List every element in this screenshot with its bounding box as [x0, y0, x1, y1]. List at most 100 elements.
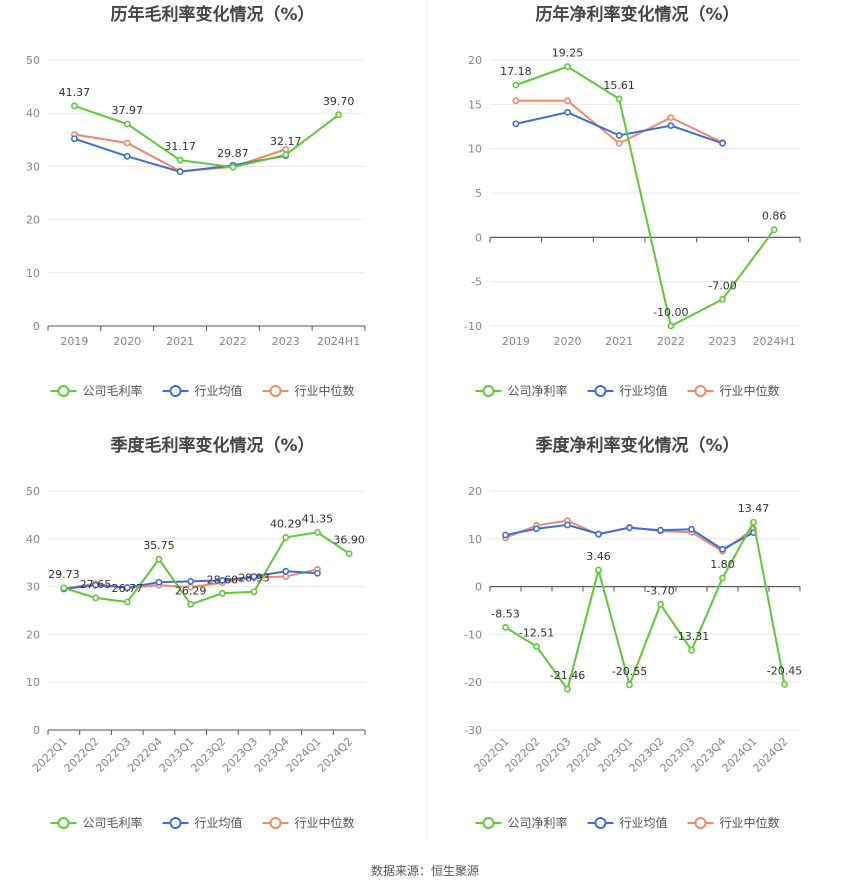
data-label: -3.70	[646, 584, 674, 597]
legend-item: 行业中位数	[687, 815, 780, 830]
y-tick-label: -10	[464, 628, 482, 641]
data-label: -7.00	[708, 279, 736, 292]
legend: 公司毛利率 行业均值 行业中位数	[50, 383, 355, 398]
data-point	[595, 566, 602, 574]
legend-item: 行业中位数	[262, 815, 355, 830]
y-tick-label: 0	[33, 320, 40, 333]
legend-marker	[482, 385, 495, 397]
data-point	[229, 163, 237, 171]
data-label: 26.77	[112, 582, 144, 595]
legend-label: 行业均值	[620, 383, 668, 398]
y-tick-label: 20	[468, 54, 482, 67]
data-label: 28.93	[238, 572, 270, 585]
y-tick-label: 50	[26, 54, 40, 67]
data-point	[533, 525, 540, 533]
legend-label: 行业中位数	[295, 383, 355, 398]
data-point	[187, 600, 195, 608]
y-tick-label: 10	[468, 533, 482, 546]
legend-marker	[269, 385, 282, 397]
data-point	[781, 680, 788, 688]
data-point	[176, 168, 184, 176]
legend-label: 公司毛利率	[83, 383, 143, 398]
legend-marker	[694, 385, 707, 397]
chart-svg: 季度毛利率变化情况（%）010203040502022Q12022Q22022Q…	[26, 435, 366, 830]
legend: 公司净利率 行业均值 行业中位数	[475, 383, 780, 398]
x-tick-label: 2023	[709, 335, 737, 348]
data-point	[92, 581, 99, 589]
data-point	[564, 108, 571, 116]
data-point	[502, 531, 509, 539]
data-point	[155, 555, 163, 563]
legend-marker	[594, 385, 607, 397]
legend-label: 行业均值	[620, 815, 668, 830]
legend-item: 行业均值	[587, 383, 668, 398]
annual-net-margin-chart: 历年净利率变化情况（%） -10 -5 0 5 10 15 20 2019 2020 2021 202…	[425, 0, 850, 410]
data-point	[657, 526, 664, 534]
chart-svg: 历年毛利率变化情况（%） 0 10 20 30 40 50 2019 2020 2021 2022 2…	[26, 4, 366, 398]
legend-marker	[269, 817, 282, 829]
legend-item: 行业均值	[162, 383, 243, 398]
legend-label: 公司净利率	[508, 383, 568, 398]
data-point	[719, 295, 726, 303]
data-label: 28.60	[207, 573, 239, 586]
data-point	[123, 598, 131, 606]
data-point	[282, 534, 290, 541]
data-point	[314, 528, 321, 536]
data-label: 36.90	[333, 534, 365, 547]
legend-marker	[594, 817, 607, 829]
data-point	[626, 681, 633, 689]
series-line	[74, 104, 340, 169]
data-point	[615, 139, 623, 147]
data-point	[667, 114, 675, 122]
data-point	[564, 685, 571, 693]
y-tick-label: 15	[468, 98, 482, 111]
data-label: 40.29	[270, 517, 302, 530]
data-label: 29.73	[48, 568, 80, 581]
data-point	[512, 120, 520, 128]
legend-label: 行业均值	[195, 815, 243, 830]
data-label: 3.46	[586, 550, 611, 563]
legend: 公司毛利率 行业均值 行业中位数	[50, 815, 355, 830]
y-tick-label: 40	[26, 533, 40, 546]
legend-marker	[169, 385, 182, 397]
data-point	[564, 97, 571, 105]
chart-svg: 季度净利率变化情况（%）-30-20-10010202022Q12022Q220…	[464, 435, 802, 830]
data-label: -8.53	[491, 607, 519, 620]
data-label: -10.00	[653, 306, 688, 319]
x-tick-label: 2021	[166, 335, 194, 348]
y-tick-label: 20	[26, 628, 40, 641]
data-point	[667, 322, 675, 330]
data-point	[250, 573, 258, 580]
data-label: -12.51	[519, 626, 554, 639]
y-tick-label: 30	[26, 581, 40, 594]
data-point	[502, 623, 509, 631]
legend-item: 行业均值	[162, 815, 243, 830]
quarterly-gross-margin-chart: 季度毛利率变化情况（%） 0 10 20 30 40 50 2022Q1 2022Q2 2022Q…	[0, 430, 425, 850]
legend-item: 公司毛利率	[50, 815, 143, 830]
x-tick-label: 2022	[657, 335, 685, 348]
data-point	[688, 525, 695, 533]
data-label: -20.55	[612, 665, 647, 678]
data-point	[657, 600, 664, 608]
data-label: 35.75	[143, 539, 175, 552]
data-label: 41.35	[302, 512, 334, 525]
data-point	[533, 642, 540, 650]
data-point	[595, 530, 602, 538]
y-tick-label: 0	[475, 581, 482, 594]
y-tick-label: 10	[26, 267, 40, 280]
data-point	[123, 152, 131, 160]
data-point	[345, 550, 353, 558]
x-tick-label: 2024H1	[317, 335, 360, 348]
data-point	[282, 573, 290, 580]
data-point	[626, 524, 633, 532]
y-tick-label: 0	[33, 724, 40, 737]
legend-item: 公司毛利率	[50, 383, 143, 398]
data-point	[564, 63, 571, 71]
y-tick-label: 50	[26, 485, 40, 498]
legend-label: 行业均值	[195, 383, 243, 398]
x-tick-label: 2024Q2	[751, 735, 791, 775]
data-point	[218, 576, 226, 584]
data-label: 39.70	[323, 95, 355, 108]
x-tick-label: 2021	[605, 335, 633, 348]
y-tick-label: 40	[26, 107, 40, 120]
